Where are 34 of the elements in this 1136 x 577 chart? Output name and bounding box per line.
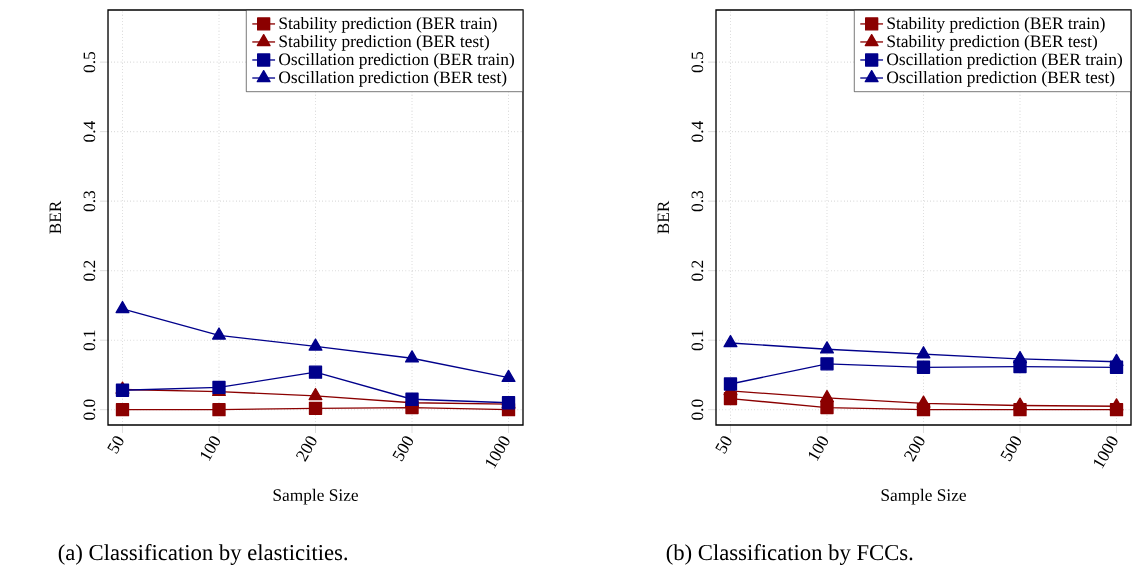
y-tick-label: 0.1 [83,330,96,351]
text: (a) Classification by elasticities. [58,544,348,565]
y-tick-label: 0.2 [83,260,96,281]
y-tick-label: 0.0 [83,399,96,420]
x-tick-label: 50 [715,436,732,454]
x-tick-label: 200 [904,436,925,462]
x-axis-title: Sample Size [881,488,966,505]
x-tick-label: 100 [201,436,220,462]
y-tick-label: 0.1 [691,330,704,351]
legend-label: Oscillation prediction (BER test) [279,71,507,87]
y-tick-label: 0.3 [691,190,704,212]
legend-label: Stability prediction (BER train) [887,16,1105,33]
y-tick-label: 0.5 [83,51,96,73]
y-tick-label: 0.5 [691,51,704,73]
legend-label: Stability prediction (BER test) [887,34,1097,51]
text: (b) Classification by FCCs. [666,544,913,565]
x-tick-label: 200 [296,436,317,462]
legend-label: Oscillation prediction (BER test) [887,71,1115,87]
legend-label: Oscillation prediction (BER train) [887,52,1122,69]
legend-label: Stability prediction (BER test) [279,34,489,51]
y-tick-label: 0.0 [691,399,704,420]
x-tick-label: 100 [809,436,828,462]
x-tick-label: 500 [1000,436,1022,462]
x-axis-title: Sample Size [273,488,358,505]
y-tick-label: 0.2 [691,260,704,281]
x-tick-label: 50 [107,436,124,454]
y-axis-title: BER [49,200,62,234]
y-tick-label: 0.3 [83,190,96,212]
y-tick-label: 0.4 [83,121,96,142]
legend-label: Oscillation prediction (BER train) [279,52,514,69]
x-tick-label: 500 [392,436,414,462]
y-tick-label: 0.4 [691,121,704,142]
y-axis-title: BER [657,200,670,234]
legend-label: Stability prediction (BER train) [279,16,497,33]
